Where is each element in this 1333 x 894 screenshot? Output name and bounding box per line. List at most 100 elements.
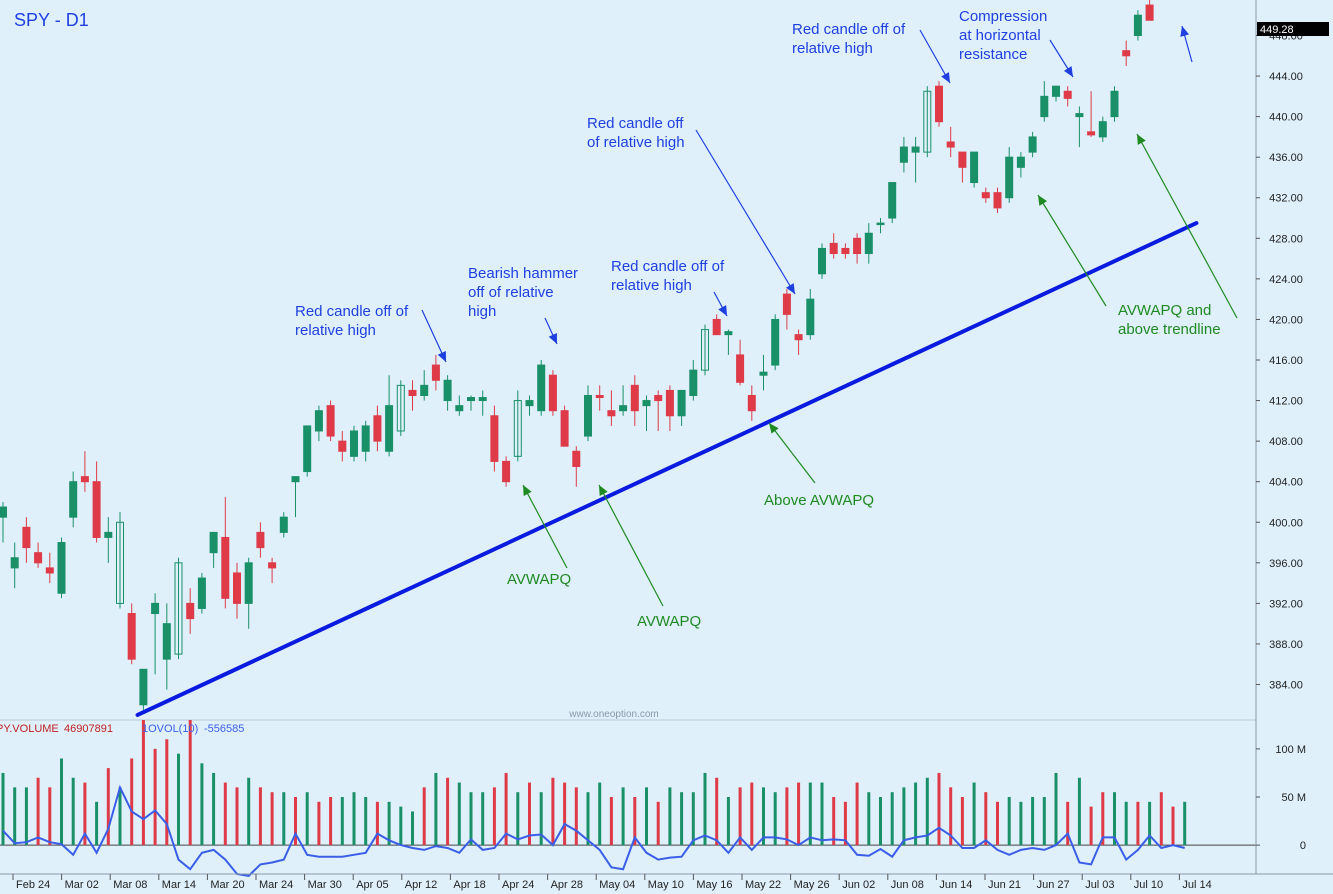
time-tick-label: Jul 10 [1134,879,1163,891]
candle [560,405,569,447]
candle [10,542,19,589]
candle [771,314,780,371]
volume-bar [130,758,134,846]
time-tick-label: Feb 24 [16,879,50,891]
candle-body [221,536,230,599]
candle [935,81,943,127]
price-tick-label: 392.00 [1269,598,1303,610]
candle-body [923,90,932,153]
candle-body [981,192,990,199]
candle-body [174,562,183,655]
candle [958,151,967,183]
time-tick-label: May 04 [599,879,635,891]
price-tick-label: 416.00 [1269,355,1303,367]
candle-body [806,298,815,336]
candle-body [490,415,499,462]
candle-body [162,623,171,660]
volume-bar [1159,792,1163,846]
candle-body [724,331,733,336]
annotation-label: Above AVWAPQ [764,492,874,509]
candle [1087,91,1096,137]
arrow-head [769,423,779,434]
annotation-line: Red candle off of [295,303,409,320]
last-price-box [1257,22,1329,36]
arrow-shaft [1136,133,1238,319]
candle [326,400,335,442]
candle-body [642,400,651,407]
arrow-head [1038,195,1048,206]
annotation-arrow [1037,194,1107,307]
candle-body [1098,121,1107,138]
candle [677,389,686,426]
annotation-label: Red candle off of relative high [792,21,906,57]
time-tick-label: May 10 [648,879,684,891]
candle-body [291,476,300,483]
volume-bar [726,797,730,846]
time-tick-label: May 26 [794,879,830,891]
candle-body [1052,85,1060,97]
volume-bar [282,792,286,846]
candle-body [584,394,592,437]
volume-bar [1113,792,1116,846]
candle-body [537,364,546,412]
time-tick-label: Mar 14 [162,879,196,891]
trendline [135,221,1199,717]
annotation-line: Red candle off of [611,258,725,275]
candle [139,668,148,710]
time-tick-label: Jul 03 [1085,879,1114,891]
annotation-line: of relative high [587,134,685,151]
volume-bar [516,792,520,846]
candle-body [350,430,358,457]
candle-body [197,577,206,609]
candle-body [619,405,628,412]
time-tick-label: Jun 21 [988,879,1021,891]
candle [443,375,452,411]
volume-bar [797,782,801,846]
price-tick-label: 440.00 [1269,112,1303,124]
candle-body [759,371,768,376]
candle-body [45,567,54,574]
volume-bar [118,787,122,846]
candle-body [1087,131,1096,136]
arrow-head [718,305,727,316]
candle [104,517,113,563]
volume-bar [364,797,368,846]
candle [361,420,370,462]
candle-body [256,531,265,549]
candle [45,552,54,584]
volume-bar [165,739,169,846]
candle-body [57,542,66,594]
volume-bar [879,797,882,846]
volume-bar [13,787,17,846]
price-tick-label: 444.00 [1269,71,1303,83]
annotation-line: Compression [959,8,1047,25]
price-tick-label: 424.00 [1269,274,1303,286]
price-tick-label: 436.00 [1269,152,1303,164]
candle [665,385,674,431]
candle [853,233,862,264]
candle [736,339,745,386]
volume-bar [504,772,508,846]
volume-bar [1089,806,1093,846]
volume-bar [528,782,531,846]
volume-bar [305,792,309,846]
candle-body [701,329,709,371]
candle [1028,131,1037,158]
volume-bar [773,792,777,846]
price-tick-label: 412.00 [1269,396,1303,408]
candle-body [1040,95,1049,118]
candle [80,451,89,492]
volume-bar [48,787,52,846]
annotation-arrow [1049,39,1074,78]
candle [1145,0,1154,21]
candle [478,390,487,416]
candle [197,572,206,614]
volume-bar [422,787,426,846]
candle [350,425,358,462]
time-tick-label: Jun 02 [842,879,875,891]
candle [455,395,464,416]
candle [385,375,394,457]
volume-bar [434,772,438,846]
annotation-arrow [421,309,447,363]
